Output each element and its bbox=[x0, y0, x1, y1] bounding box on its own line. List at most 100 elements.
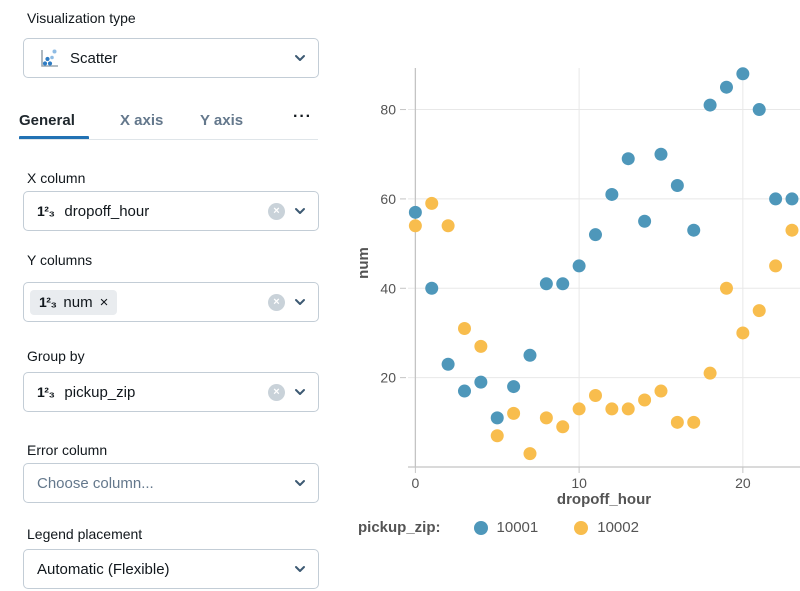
data-point-10001 bbox=[408, 205, 422, 219]
error-column-label: Error column bbox=[27, 442, 108, 458]
data-point-10001 bbox=[539, 277, 553, 291]
visualization-type-select[interactable]: Scatter bbox=[23, 38, 319, 78]
data-point-10001 bbox=[507, 380, 521, 394]
data-point-10001 bbox=[654, 147, 668, 161]
y-column-chip-value: num bbox=[63, 293, 93, 311]
chevron-down-icon bbox=[292, 475, 308, 491]
data-point-10002 bbox=[736, 326, 750, 340]
chevron-down-icon bbox=[292, 384, 308, 400]
x-tick-label: 20 bbox=[735, 475, 751, 491]
x-column-select[interactable]: 1²₃ dropoff_hour × bbox=[23, 191, 319, 231]
legend-item-series-1[interactable]: 10001 bbox=[473, 519, 539, 536]
y-axis-title: num bbox=[354, 247, 372, 279]
data-point-10002 bbox=[507, 406, 521, 420]
legend-placement-value: Automatic (Flexible) bbox=[37, 560, 170, 578]
data-point-10002 bbox=[670, 415, 684, 429]
y-column-chip[interactable]: 1²₃ num × bbox=[30, 289, 118, 315]
chevron-down-icon bbox=[292, 294, 308, 310]
legend-title: pickup_zip: bbox=[358, 519, 441, 536]
data-point-10001 bbox=[785, 192, 799, 206]
data-point-10001 bbox=[425, 281, 439, 295]
data-point-10001 bbox=[687, 223, 701, 237]
data-point-10001 bbox=[572, 259, 586, 273]
y-tick-label: 80 bbox=[380, 102, 396, 118]
tab-scroll-fade bbox=[266, 105, 308, 135]
data-point-10002 bbox=[490, 429, 504, 443]
x-tick-label: 0 bbox=[411, 475, 419, 491]
tab-bar: General X axis Y axis ··· bbox=[19, 0, 319, 140]
x-axis-title: dropoff_hour bbox=[556, 491, 652, 508]
y-tick-label: 60 bbox=[380, 191, 396, 207]
series-1-label: 10001 bbox=[496, 519, 539, 536]
error-column-placeholder: Choose column... bbox=[37, 474, 154, 492]
tab-divider bbox=[19, 139, 318, 140]
legend-item-series-2[interactable]: 10002 bbox=[574, 519, 639, 536]
chart-legend: pickup_zip: 10001 10002 bbox=[358, 519, 675, 536]
legend-placement-label: Legend placement bbox=[27, 526, 143, 542]
y-columns-select[interactable]: 1²₃ num × × bbox=[23, 282, 319, 322]
data-point-10001 bbox=[490, 411, 504, 425]
remove-chip-icon[interactable]: × bbox=[99, 293, 109, 311]
data-point-10001 bbox=[457, 384, 471, 398]
x-tick-label: 10 bbox=[571, 475, 587, 491]
data-point-10001 bbox=[703, 98, 717, 112]
tab-overflow-button[interactable]: ··· bbox=[293, 108, 312, 125]
data-point-10001 bbox=[670, 179, 684, 193]
y-columns-label: Y columns bbox=[27, 252, 93, 268]
error-column-select[interactable]: Choose column... bbox=[23, 463, 319, 503]
group-by-select[interactable]: 1²₃ pickup_zip × bbox=[23, 372, 319, 412]
x-column-label: X column bbox=[27, 170, 86, 186]
visualization-type-value: Scatter bbox=[70, 49, 118, 67]
data-point-10002 bbox=[474, 339, 488, 353]
series-2-label: 10002 bbox=[597, 519, 639, 536]
y-tick-label: 20 bbox=[380, 370, 396, 386]
data-point-10002 bbox=[605, 402, 619, 416]
config-panel: Visualization type Scatter Gen bbox=[19, 0, 319, 589]
data-point-10001 bbox=[474, 375, 488, 389]
data-point-10002 bbox=[703, 366, 717, 380]
data-point-10002 bbox=[621, 402, 635, 416]
data-point-10001 bbox=[605, 187, 619, 201]
data-point-10002 bbox=[425, 196, 439, 210]
data-point-10001 bbox=[588, 228, 602, 242]
data-point-10001 bbox=[752, 103, 766, 117]
data-point-10002 bbox=[457, 321, 471, 335]
data-point-10002 bbox=[408, 219, 422, 233]
clear-selection-icon[interactable]: × bbox=[268, 202, 285, 220]
tab-y-axis[interactable]: Y axis bbox=[200, 112, 244, 129]
data-point-10001 bbox=[556, 277, 570, 291]
data-point-10002 bbox=[719, 281, 733, 295]
visualization-type-label: Visualization type bbox=[27, 10, 136, 26]
data-point-10002 bbox=[572, 402, 586, 416]
group-by-value: pickup_zip bbox=[64, 383, 136, 401]
scatter-chart-icon bbox=[37, 46, 61, 70]
data-point-10002 bbox=[654, 384, 668, 398]
data-point-10002 bbox=[523, 447, 537, 461]
clear-selection-icon[interactable]: × bbox=[268, 383, 285, 401]
active-tab-underline bbox=[19, 136, 89, 140]
data-point-10001 bbox=[621, 152, 635, 166]
y-tick-label: 40 bbox=[380, 280, 396, 296]
data-point-10001 bbox=[769, 192, 783, 206]
clear-selection-icon[interactable]: × bbox=[268, 293, 285, 311]
tab-x-axis[interactable]: X axis bbox=[120, 112, 164, 129]
number-type-icon: 1²₃ bbox=[37, 203, 55, 219]
data-point-10002 bbox=[638, 393, 652, 407]
data-point-10001 bbox=[523, 348, 537, 362]
data-point-10002 bbox=[588, 389, 602, 403]
data-point-10002 bbox=[441, 219, 455, 233]
data-point-10002 bbox=[785, 223, 799, 237]
data-point-10001 bbox=[736, 67, 750, 81]
series-2-color-dot bbox=[574, 520, 589, 535]
data-point-10002 bbox=[687, 415, 701, 429]
plot-area: 20 40 60 80 0 10 20 bbox=[380, 67, 800, 491]
data-point-10001 bbox=[441, 357, 455, 371]
number-type-icon: 1²₃ bbox=[39, 294, 57, 310]
scatter-chart: 20 40 60 80 0 10 20 num dropoff_hour pickup_zi… bbox=[340, 0, 800, 586]
tab-general[interactable]: General bbox=[19, 112, 75, 129]
legend-placement-select[interactable]: Automatic (Flexible) bbox=[23, 549, 319, 589]
chevron-down-icon bbox=[292, 561, 308, 577]
series-1-color-dot bbox=[473, 520, 488, 535]
chevron-down-icon bbox=[292, 50, 308, 66]
data-point-10002 bbox=[539, 411, 553, 425]
